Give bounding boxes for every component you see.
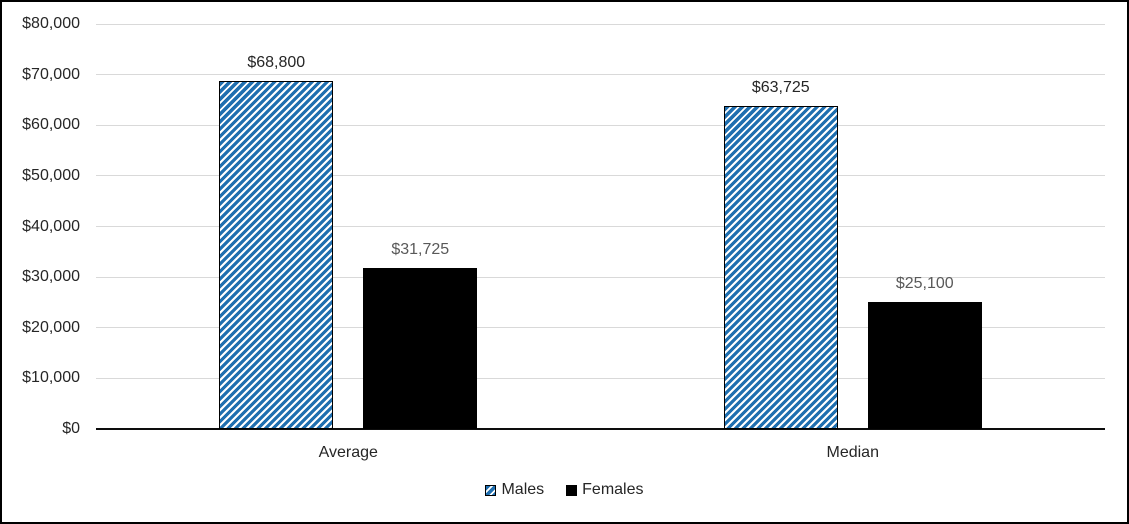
y-tick-label: $0: [62, 420, 80, 437]
y-tick-label: $80,000: [22, 15, 80, 32]
gridline: [96, 124, 1105, 126]
gridline: [96, 276, 1105, 278]
category-label-median: Median: [826, 444, 879, 461]
legend-swatch-males: [485, 484, 497, 496]
legend: Males Females: [2, 481, 1127, 499]
y-tick-label: $10,000: [22, 369, 80, 387]
y-tick-label: $50,000: [22, 166, 80, 184]
y-tick-label: $60,000: [22, 116, 80, 134]
gridline: [96, 23, 1105, 25]
y-tick-label: $70,000: [22, 65, 80, 83]
gridline: [96, 377, 1105, 379]
legend-item-males: Males: [485, 481, 544, 499]
bar-males-median: [723, 106, 838, 429]
data-label-males-median: $63,725: [751, 79, 810, 97]
bar-females-median: [867, 301, 982, 429]
data-label-males-average: $68,800: [247, 53, 306, 71]
data-label-females-average: $31,725: [391, 241, 450, 259]
gridline: [96, 226, 1105, 227]
gridline: [96, 327, 1105, 329]
legend-swatch-females: [566, 484, 578, 496]
y-tick-label: $20,000: [22, 318, 80, 336]
gridline: [96, 175, 1105, 177]
data-label-females-median: $25,100: [895, 274, 954, 292]
legend-item-females: Females: [566, 481, 644, 499]
legend-label-males: Males: [501, 481, 545, 498]
bar-females-average: [363, 268, 478, 429]
category-label-average: Average: [318, 444, 378, 461]
y-tick-label: $30,000: [22, 268, 80, 286]
legend-label-females: Females: [582, 481, 644, 498]
bar-males-average: [219, 80, 334, 429]
gridline: [96, 74, 1105, 76]
y-tick-label: $40,000: [22, 217, 80, 235]
x-axis-line: [96, 428, 1105, 430]
